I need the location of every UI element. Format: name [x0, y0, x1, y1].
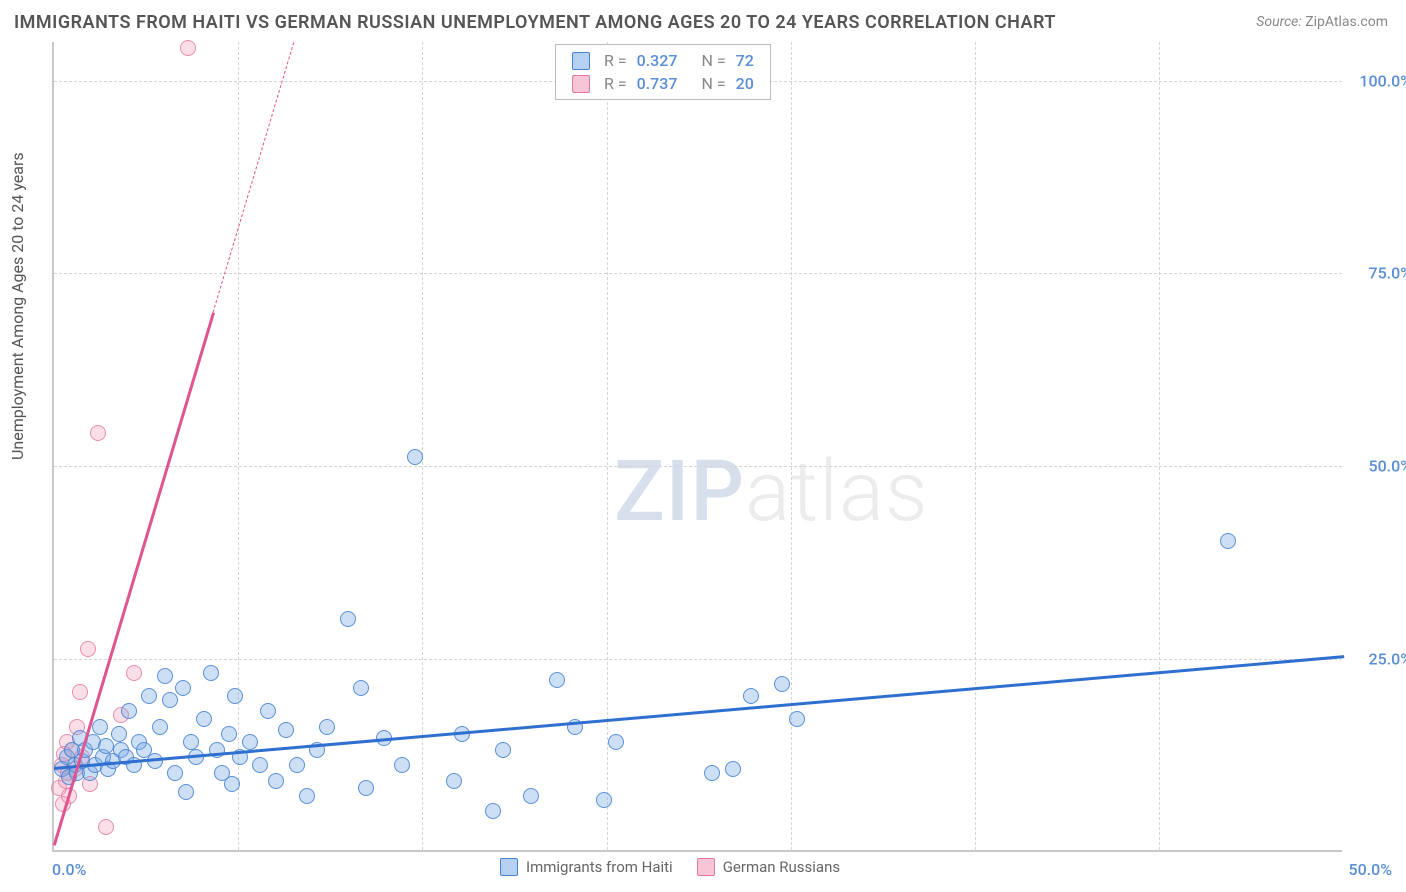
point-haiti: [196, 711, 212, 727]
point-haiti: [725, 761, 741, 777]
y-tick-label: 25.0%: [1348, 650, 1406, 669]
point-haiti: [299, 788, 315, 804]
point-haiti: [278, 722, 294, 738]
point-haiti: [167, 765, 183, 781]
point-german-russian: [72, 684, 88, 700]
point-haiti: [596, 792, 612, 808]
source-label: Source:: [1256, 14, 1301, 30]
gridline-h: [54, 659, 1342, 660]
point-haiti: [407, 449, 423, 465]
x-tick-max: 50.0%: [1348, 860, 1392, 879]
point-haiti: [221, 726, 237, 742]
trendline-german-russian-dashed: [213, 42, 295, 312]
point-haiti: [242, 734, 258, 750]
gridline-v: [422, 42, 423, 850]
y-tick-label: 100.0%: [1348, 71, 1406, 90]
legend-swatch-blue: [500, 858, 518, 876]
gridline-v: [238, 42, 239, 850]
point-haiti: [319, 719, 335, 735]
r-value-blue: 0.327: [637, 51, 678, 70]
y-tick-label: 50.0%: [1348, 457, 1406, 476]
point-haiti: [111, 726, 127, 742]
point-haiti: [289, 757, 305, 773]
point-haiti: [523, 788, 539, 804]
point-haiti: [485, 803, 501, 819]
correlation-legend: R = 0.327 N = 72 R = 0.737 N = 20: [555, 44, 771, 100]
gridline-v: [607, 42, 608, 850]
point-german-russian: [80, 641, 96, 657]
legend-swatch-pink: [697, 858, 715, 876]
chart-title: IMMIGRANTS FROM HAITI VS GERMAN RUSSIAN …: [14, 12, 1056, 33]
point-haiti: [121, 703, 137, 719]
legend-label-haiti: Immigrants from Haiti: [526, 858, 673, 876]
n-label: N =: [701, 51, 725, 70]
legend-label-german-russian: German Russians: [723, 858, 840, 876]
point-haiti: [1220, 533, 1236, 549]
watermark-atlas: atlas: [745, 442, 929, 541]
legend-swatch-pink: [572, 75, 590, 93]
point-haiti: [98, 738, 114, 754]
legend-row-blue: R = 0.327 N = 72: [556, 49, 770, 72]
legend-item-haiti: Immigrants from Haiti: [500, 858, 673, 876]
legend-row-pink: R = 0.737 N = 20: [556, 72, 770, 95]
point-german-russian: [126, 665, 142, 681]
point-haiti: [162, 692, 178, 708]
point-haiti: [268, 773, 284, 789]
r-label: R =: [604, 51, 627, 70]
point-haiti: [495, 742, 511, 758]
point-haiti: [774, 676, 790, 692]
r-label: R =: [604, 74, 627, 93]
watermark-zip: ZIP: [614, 442, 745, 541]
point-haiti: [608, 734, 624, 750]
point-haiti: [175, 680, 191, 696]
gridline-h: [54, 273, 1342, 274]
point-haiti: [157, 668, 173, 684]
point-haiti: [789, 711, 805, 727]
y-axis-label: Unemployment Among Ages 20 to 24 years: [8, 152, 27, 460]
n-label: N =: [701, 74, 725, 93]
point-haiti: [183, 734, 199, 750]
point-haiti: [141, 688, 157, 704]
point-haiti: [340, 611, 356, 627]
point-haiti: [549, 672, 565, 688]
gridline-v: [1159, 42, 1160, 850]
point-haiti: [252, 757, 268, 773]
point-haiti: [446, 773, 462, 789]
legend-item-german-russian: German Russians: [697, 858, 840, 876]
gridline-v: [975, 42, 976, 850]
point-haiti: [152, 719, 168, 735]
y-tick-label: 75.0%: [1348, 264, 1406, 283]
plot-area: ZIPatlas 25.0%50.0%75.0%100.0%: [52, 42, 1342, 852]
n-value-pink: 20: [736, 74, 754, 93]
point-haiti: [704, 765, 720, 781]
n-value-blue: 72: [736, 51, 754, 70]
point-haiti: [203, 665, 219, 681]
point-haiti: [260, 703, 276, 719]
point-haiti: [353, 680, 369, 696]
point-german-russian: [90, 425, 106, 441]
watermark: ZIPatlas: [614, 442, 929, 541]
point-german-russian: [98, 819, 114, 835]
point-haiti: [358, 780, 374, 796]
trendline-haiti: [54, 655, 1344, 769]
source-attribution: Source: ZipAtlas.com: [1256, 14, 1388, 30]
point-haiti: [147, 753, 163, 769]
series-legend: Immigrants from Haiti German Russians: [500, 858, 840, 876]
point-haiti: [92, 719, 108, 735]
x-tick-min: 0.0%: [52, 860, 86, 879]
r-value-pink: 0.737: [637, 74, 678, 93]
point-haiti: [743, 688, 759, 704]
point-haiti: [394, 757, 410, 773]
point-german-russian: [180, 40, 196, 56]
gridline-v: [791, 42, 792, 850]
point-haiti: [224, 776, 240, 792]
source-link[interactable]: ZipAtlas.com: [1305, 14, 1388, 30]
legend-swatch-blue: [572, 52, 590, 70]
point-haiti: [227, 688, 243, 704]
point-haiti: [178, 784, 194, 800]
gridline-h: [54, 466, 1342, 467]
